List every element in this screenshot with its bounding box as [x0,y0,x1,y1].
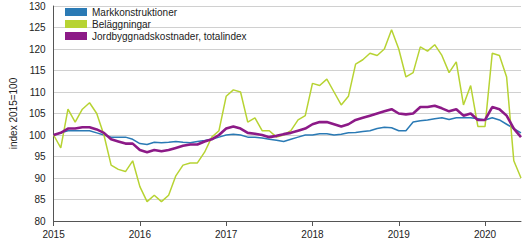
svg-text:2016: 2016 [129,229,152,240]
svg-text:100: 100 [29,130,46,141]
svg-text:2020: 2020 [474,229,497,240]
svg-text:120: 120 [29,44,46,55]
svg-text:2019: 2019 [388,229,411,240]
svg-text:105: 105 [29,108,46,119]
svg-text:130: 130 [29,1,46,12]
svg-text:95: 95 [34,151,46,162]
svg-text:index 2015=100: index 2015=100 [8,77,19,149]
svg-text:80: 80 [34,216,46,227]
svg-text:2017: 2017 [215,229,238,240]
svg-text:85: 85 [34,194,46,205]
svg-text:Beläggningar: Beläggningar [92,19,152,30]
svg-text:2015: 2015 [42,229,65,240]
svg-text:Markkonstruktioner: Markkonstruktioner [92,7,178,18]
svg-text:90: 90 [34,173,46,184]
svg-text:115: 115 [30,65,46,76]
svg-text:Jordbyggnadskostnader, totalin: Jordbyggnadskostnader, totalindex [92,31,247,42]
svg-text:125: 125 [29,22,46,33]
svg-text:2018: 2018 [301,229,324,240]
svg-text:110: 110 [30,87,46,98]
